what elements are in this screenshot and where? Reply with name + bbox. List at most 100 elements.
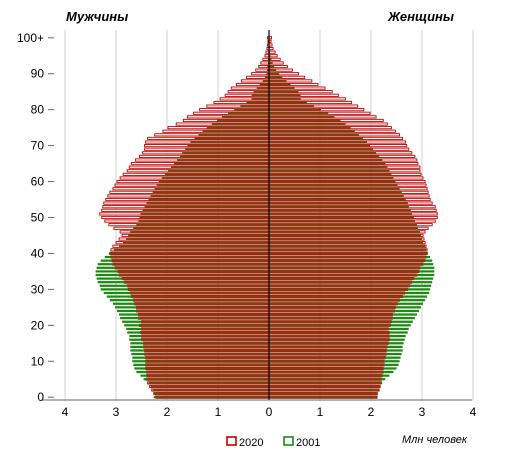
bar-overlap-female-age-37 (269, 263, 424, 266)
bar-overlap-female-age-69 (269, 148, 374, 151)
bar-overlap-female-age-3 (269, 385, 381, 388)
bar-overlap-male-age-3 (150, 385, 269, 388)
bar-overlap-male-age-46 (130, 230, 269, 233)
bar-overlap-male-age-78 (222, 115, 269, 118)
y-tick-label: 0 (37, 390, 44, 404)
bar-overlap-male-age-87 (259, 83, 269, 86)
bar-overlap-male-age-66 (177, 158, 269, 162)
bar-overlap-female-age-51 (269, 212, 412, 216)
bar-overlap-male-age-54 (146, 202, 269, 205)
bar-overlap-male-age-50 (139, 216, 269, 219)
bar-overlap-female-age-28 (269, 295, 403, 298)
bar-overlap-male-age-32 (124, 281, 269, 284)
x-tick-label: 1 (317, 405, 324, 419)
bar-overlap-male-age-51 (140, 212, 269, 216)
bar-overlap-female-age-16 (269, 338, 390, 341)
bar-overlap-male-age-91 (266, 69, 269, 72)
bar-overlap-male-age-65 (174, 162, 269, 165)
y-tick-label: 20 (31, 318, 45, 332)
x-tick-label: 2 (164, 405, 171, 419)
bar-overlap-female-age-35 (269, 270, 419, 273)
bar-overlap-female-age-18 (269, 331, 390, 334)
bar-overlap-male-age-2 (152, 388, 269, 392)
bar-overlap-female-age-19 (269, 327, 389, 331)
bar-overlap-male-age-1 (153, 392, 269, 395)
bar-overlap-male-age-81 (240, 104, 269, 108)
bar-overlap-male-age-5 (146, 378, 269, 381)
bar-overlap-female-age-1 (269, 392, 378, 395)
bar-overlap-female-age-87 (269, 83, 291, 86)
bar-overlap-male-age-14 (143, 345, 269, 349)
bar-overlap-female-age-44 (269, 237, 422, 241)
bar-overlap-female-age-74 (269, 130, 355, 133)
bar-overlap-male-age-67 (180, 155, 269, 158)
bar-overlap-male-age-17 (141, 334, 269, 338)
bar-overlap-female-age-26 (269, 302, 398, 305)
bar-overlap-male-age-23 (138, 313, 269, 316)
bar-overlap-female-age-86 (269, 86, 295, 90)
bar-overlap-male-age-11 (145, 356, 269, 359)
bar-overlap-male-age-74 (202, 130, 269, 133)
bar-overlap-female-age-64 (269, 166, 388, 169)
bar-overlap-female-age-92 (269, 65, 275, 68)
bar-overlap-male-age-41 (113, 248, 270, 251)
bar-overlap-male-age-90 (266, 72, 269, 75)
bar-overlap-male-age-13 (144, 349, 269, 352)
bar-overlap-male-age-55 (148, 198, 269, 201)
bar-overlap-male-age-88 (262, 79, 269, 83)
bar-overlap-female-age-34 (269, 273, 417, 277)
bar-overlap-male-age-26 (134, 302, 269, 305)
bar-overlap-female-age-54 (269, 202, 408, 205)
bar-overlap-male-age-76 (211, 122, 269, 126)
bar-overlap-female-age-78 (269, 115, 335, 118)
bar-2020-female-age-97 (268, 47, 274, 51)
bar-overlap-female-age-93 (269, 61, 273, 65)
y-tick-label: 60 (31, 175, 45, 189)
bar-overlap-male-age-45 (128, 234, 269, 237)
bar-overlap-male-age-4 (148, 381, 269, 384)
bar-overlap-female-age-4 (269, 381, 382, 384)
x-tick-label: 2 (368, 405, 375, 419)
bar-overlap-female-age-6 (269, 374, 383, 377)
bar-overlap-female-age-82 (269, 101, 307, 104)
bar-overlap-male-age-34 (119, 273, 269, 277)
bar-overlap-male-age-72 (194, 137, 269, 140)
bar-overlap-female-age-31 (269, 284, 410, 287)
bar-overlap-female-age-49 (269, 219, 415, 223)
y-tick-label: 30 (31, 282, 45, 296)
bar-overlap-female-age-50 (269, 216, 414, 219)
bar-overlap-male-age-71 (190, 140, 269, 144)
bar-overlap-male-age-38 (111, 259, 269, 262)
bar-2020-male-age-90 (251, 72, 270, 76)
bar-overlap-female-age-40 (269, 252, 428, 255)
x-tick-label: 1 (215, 405, 222, 419)
bar-overlap-male-age-69 (185, 148, 269, 151)
bar-overlap-female-age-77 (269, 119, 341, 122)
bar-overlap-male-age-15 (143, 342, 269, 345)
label-layer: Мужчины Женщины Млн человек (66, 9, 468, 446)
bar-overlap-female-age-7 (269, 370, 384, 374)
y-tick-label: 50 (31, 211, 45, 225)
bar-overlap-male-age-47 (133, 227, 269, 230)
legend-swatch-2001 (283, 436, 294, 446)
x-tick-label: 3 (113, 405, 120, 419)
bar-overlap-female-age-0 (269, 396, 378, 399)
bar-overlap-male-age-70 (187, 144, 269, 147)
legend-swatch-2020 (226, 436, 237, 446)
bar-overlap-male-age-62 (164, 173, 269, 176)
bar-overlap-male-age-40 (109, 252, 269, 255)
bar-overlap-female-age-72 (269, 137, 363, 140)
bar-2020-male-age-95 (264, 54, 270, 58)
bar-overlap-female-age-65 (269, 162, 386, 165)
bar-overlap-male-age-18 (140, 331, 269, 334)
bar-overlap-female-age-52 (269, 209, 411, 212)
male-side-title: Мужчины (66, 9, 128, 24)
bar-overlap-female-age-13 (269, 349, 387, 352)
bar-overlap-female-age-53 (269, 205, 409, 208)
bar-overlap-male-age-79 (228, 112, 269, 115)
bar-overlap-male-age-92 (267, 65, 269, 68)
bar-overlap-female-age-41 (269, 248, 427, 251)
bar-overlap-female-age-91 (269, 69, 277, 72)
